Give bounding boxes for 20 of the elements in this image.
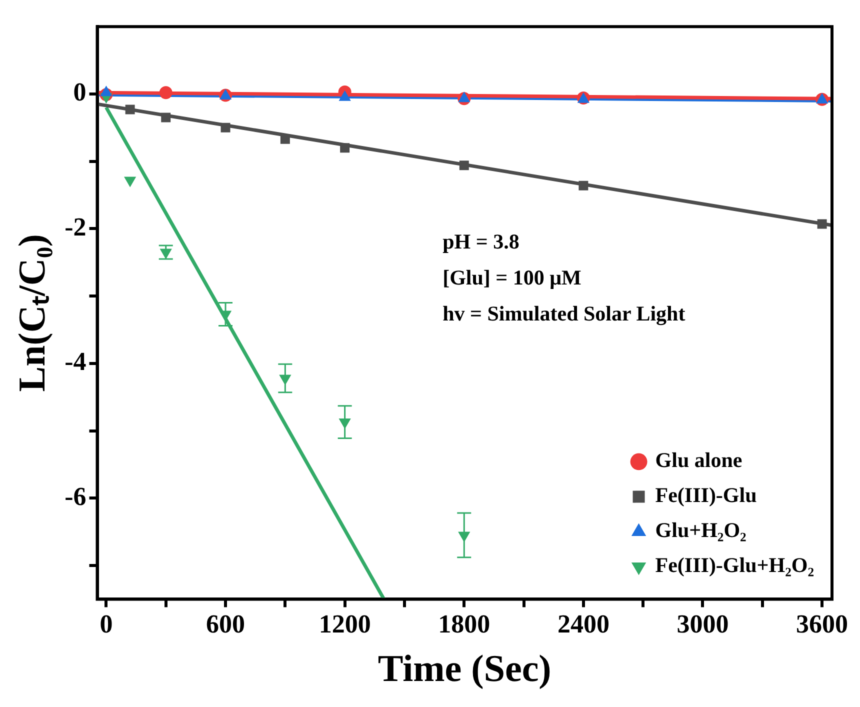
annotation: hv = Simulated Solar Light [442, 302, 686, 326]
y-tick-label: 0 [73, 78, 86, 107]
annotation: [Glu] = 100 μM [442, 266, 582, 290]
x-tick-label: 3600 [796, 610, 848, 639]
legend-label: Glu+H₂O₂ [655, 518, 746, 542]
x-tick-label: 1800 [438, 610, 490, 639]
x-tick-label: 3000 [676, 610, 729, 639]
y-axis-title: Ln(Cₜ/C₀) [12, 234, 54, 392]
legend-label: Glu alone [655, 448, 742, 472]
y-tick-label: -2 [64, 212, 86, 242]
x-tick-label: 1200 [318, 610, 371, 639]
y-tick-label: -6 [64, 482, 86, 511]
annotation: pH = 3.8 [442, 230, 520, 254]
x-axis-title: Time (Sec) [378, 648, 552, 690]
legend-label: Fe(III)-Glu [655, 483, 758, 508]
y-tick-label: -4 [64, 347, 86, 376]
x-tick-label: 600 [206, 610, 246, 639]
x-tick-label: 0 [100, 610, 113, 639]
legend-label: Fe(III)-Glu+H₂O₂ [655, 553, 814, 578]
x-tick-label: 2400 [557, 610, 610, 639]
